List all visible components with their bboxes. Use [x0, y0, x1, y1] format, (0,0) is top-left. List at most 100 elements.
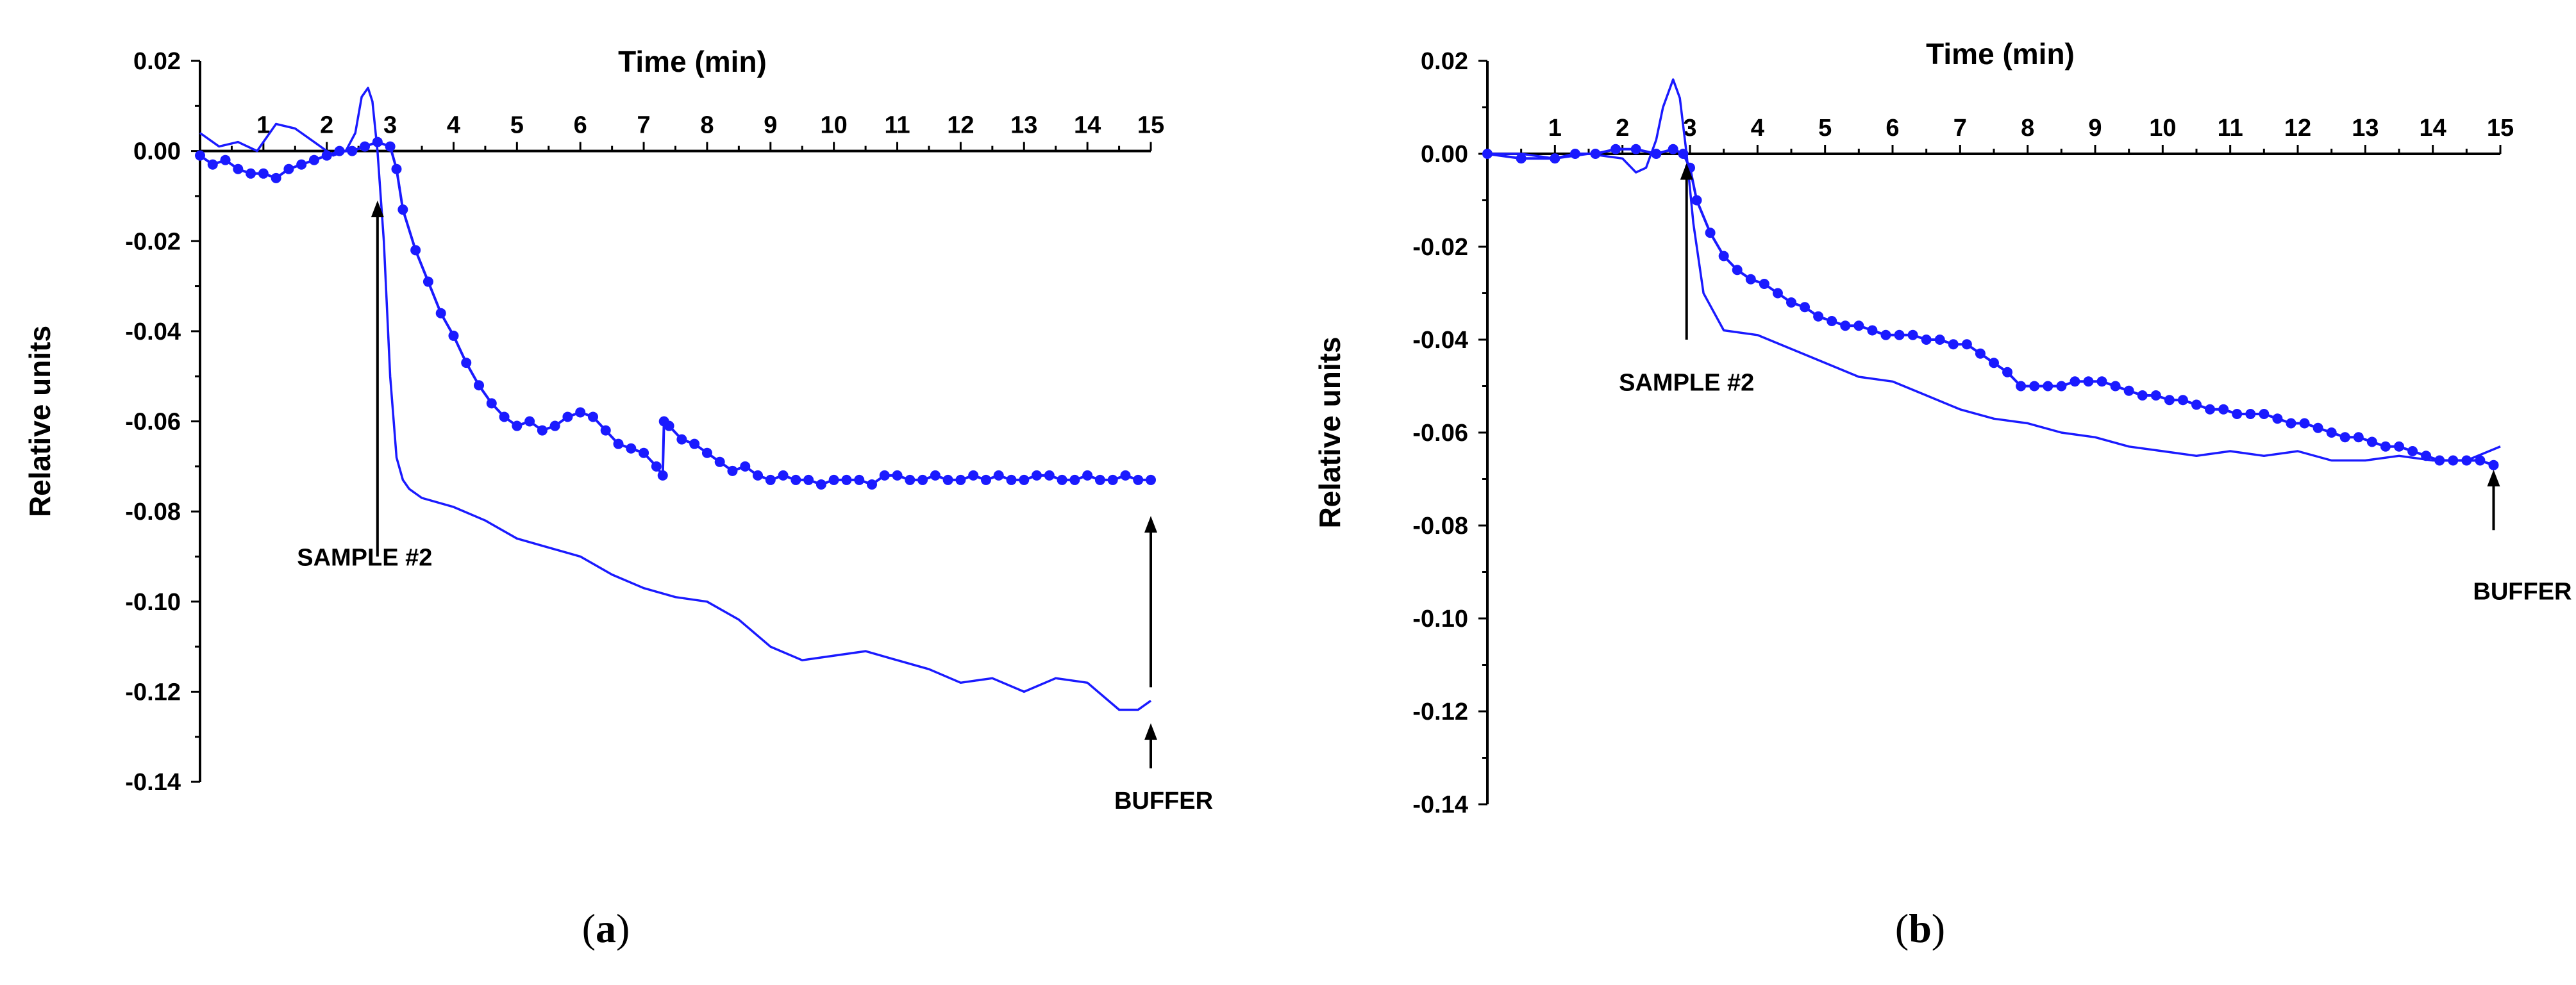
data-point [676, 434, 687, 445]
data-point [2137, 390, 2148, 401]
data-point [1745, 274, 1756, 285]
x-tick-label: 15 [2487, 115, 2514, 142]
y-tick-label: -0.12 [125, 679, 181, 706]
data-point [372, 137, 383, 147]
data-point [499, 411, 510, 422]
y-tick-label: -0.06 [1412, 420, 1468, 447]
x-tick-label: 4 [1751, 115, 1764, 142]
data-point [828, 474, 839, 485]
data-point [1759, 279, 1769, 289]
data-point [2475, 455, 2486, 466]
data-point [1718, 251, 1729, 261]
data-point [1786, 297, 1796, 308]
y-tick-label: -0.02 [125, 228, 181, 255]
x-tick-label: 7 [1953, 115, 1967, 142]
data-point [866, 479, 877, 490]
data-point [2177, 395, 2188, 406]
data-point [1948, 339, 1959, 350]
data-point [360, 141, 371, 152]
data-point [1516, 153, 1526, 164]
data-point [1057, 474, 1067, 485]
data-point [980, 474, 991, 485]
y-tick-label: -0.04 [125, 319, 181, 345]
series-line-markers [199, 140, 1151, 486]
data-point [1610, 144, 1621, 154]
data-point [2326, 427, 2337, 438]
data-point [2218, 404, 2229, 415]
panel-a: 0.02 0.00 -0.02 -0.04 -0.06 -0.08 -0.10 -0.12 -0… [23, 45, 1213, 951]
data-point [1961, 339, 1972, 350]
x-tick-label: 2 [320, 112, 333, 139]
data-point [587, 411, 598, 422]
data-point [2434, 455, 2445, 466]
data-point [296, 159, 307, 170]
data-point [575, 407, 586, 418]
data-point [1550, 153, 1560, 164]
data-point [2232, 409, 2243, 419]
data-point [2056, 381, 2067, 392]
data-point [1569, 149, 1580, 159]
data-point [2150, 390, 2161, 401]
data-point [1921, 335, 1932, 345]
data-point [2353, 432, 2364, 443]
data-point [2123, 385, 2134, 396]
x-tick-label: 3 [1683, 115, 1696, 142]
data-point [283, 163, 294, 174]
data-point [1044, 470, 1055, 481]
data-point [2096, 376, 2107, 387]
caption-close: ) [616, 906, 630, 951]
data-point [2029, 381, 2040, 392]
y-tick-label: -0.08 [1412, 513, 1468, 540]
data-point [1827, 316, 1837, 326]
data-point [207, 159, 218, 170]
data-point [1082, 470, 1093, 481]
x-tick-label: 8 [2021, 115, 2034, 142]
data-point [993, 470, 1004, 481]
data-point [562, 411, 573, 422]
x-tick-label: 2 [1616, 115, 1629, 142]
x-tick-label: 4 [447, 112, 460, 139]
data-point [246, 168, 256, 179]
data-point [448, 330, 459, 341]
data-point [1840, 320, 1851, 331]
data-point [2191, 399, 2202, 410]
y-tick-label: -0.14 [125, 769, 181, 796]
data-point [1907, 329, 1918, 340]
data-point [1006, 474, 1017, 485]
data-point [714, 456, 725, 467]
data-point [308, 154, 319, 165]
data-point [385, 141, 396, 152]
data-point [657, 470, 668, 481]
data-point [753, 470, 764, 481]
data-point [1894, 329, 1905, 340]
x-tick-label: 12 [947, 112, 974, 139]
data-point [2016, 381, 2027, 392]
x-tick-label: 13 [2352, 115, 2379, 142]
annotation-buffer: BUFFER [2473, 579, 2572, 606]
data-point [321, 150, 332, 161]
x-tick-label: 7 [637, 112, 650, 139]
data-point [220, 154, 231, 165]
data-point [955, 474, 966, 485]
data-point [1732, 265, 1743, 276]
data-point [549, 420, 560, 431]
data-point [879, 470, 890, 481]
data-point [905, 474, 916, 485]
y-tick-label: 0.02 [133, 48, 181, 75]
data-point [2313, 422, 2323, 433]
data-point [1133, 474, 1144, 485]
caption-close: ) [1932, 906, 1945, 951]
data-point [841, 474, 852, 485]
data-point [1019, 474, 1030, 485]
data-point [2083, 376, 2094, 387]
panel-caption: (a) [582, 906, 630, 951]
data-point [1094, 474, 1105, 485]
annotation-sample: SAMPLE #2 [1619, 369, 1754, 396]
data-point [689, 438, 700, 449]
x-tick-label: 11 [884, 112, 910, 139]
series-line-plain [1487, 78, 2501, 462]
data-point [803, 474, 814, 485]
data-point [1120, 470, 1131, 481]
data-point [1107, 474, 1118, 485]
data-point [2286, 418, 2296, 429]
